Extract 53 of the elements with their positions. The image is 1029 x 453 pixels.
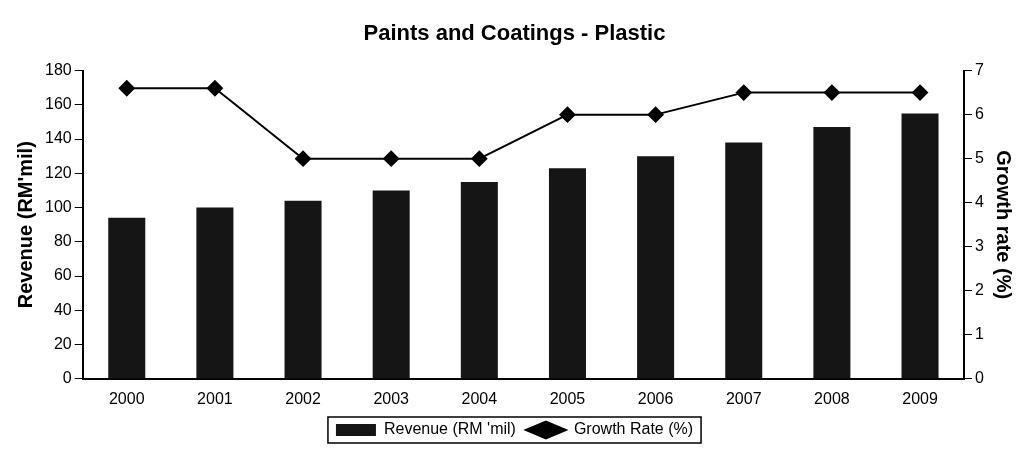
y2-tick-label: 0 [975,369,985,387]
x-tick-label: 2005 [549,389,586,407]
point [206,80,223,97]
bar [637,156,675,379]
y2-tick-label: 4 [975,193,985,211]
y2-tick-label: 6 [975,105,985,123]
y2-tick-label: 1 [975,325,985,343]
y-tick-label: 40 [53,300,72,318]
y-tick-label: 0 [62,369,72,387]
y2-tick-label: 7 [975,61,985,79]
y-tick-label: 20 [53,334,72,352]
point [823,84,840,101]
y-tick-label: 100 [44,197,72,215]
point [471,150,488,167]
x-tick-label: 2002 [285,389,321,407]
bar [196,207,234,379]
y-axis-title: Revenue (RM'mil) [13,141,36,309]
point [735,84,752,101]
bar [108,217,146,379]
point [647,106,664,123]
bar [460,181,498,379]
y2-tick-label: 5 [975,149,985,167]
x-tick-label: 2006 [637,389,674,407]
x-tick-label: 2001 [197,389,233,407]
point [383,150,400,167]
y2-tick-label: 3 [975,237,985,255]
bar [372,190,410,379]
point [912,84,929,101]
y-tick-label: 180 [44,61,72,79]
y2-axis-title: Growth rate (%) [993,150,1016,300]
y-tick-label: 120 [44,163,72,181]
x-tick-label: 2007 [725,389,762,407]
x-tick-label: 2008 [814,389,850,407]
x-tick-label: 2009 [902,389,938,407]
legend-label: Revenue (RM 'mil) [383,420,516,438]
chart-title: Paints and Coatings - Plastic [362,19,667,47]
bar [725,142,763,379]
y-tick-label: 80 [53,232,72,250]
point [295,150,312,167]
bar [284,200,322,379]
y-tick-label: 140 [44,129,72,147]
legend-label: Growth Rate (%) [573,420,694,438]
point [559,106,576,123]
y-tick-label: 60 [53,266,72,284]
bar [901,113,939,379]
x-tick-label: 2003 [373,389,410,407]
y2-tick-label: 2 [975,281,985,299]
point [118,80,135,97]
x-tick-label: 2004 [461,389,498,407]
bar [548,168,586,379]
bar [813,127,851,379]
x-tick-label: 2000 [108,389,145,407]
y-tick-label: 160 [44,95,72,113]
